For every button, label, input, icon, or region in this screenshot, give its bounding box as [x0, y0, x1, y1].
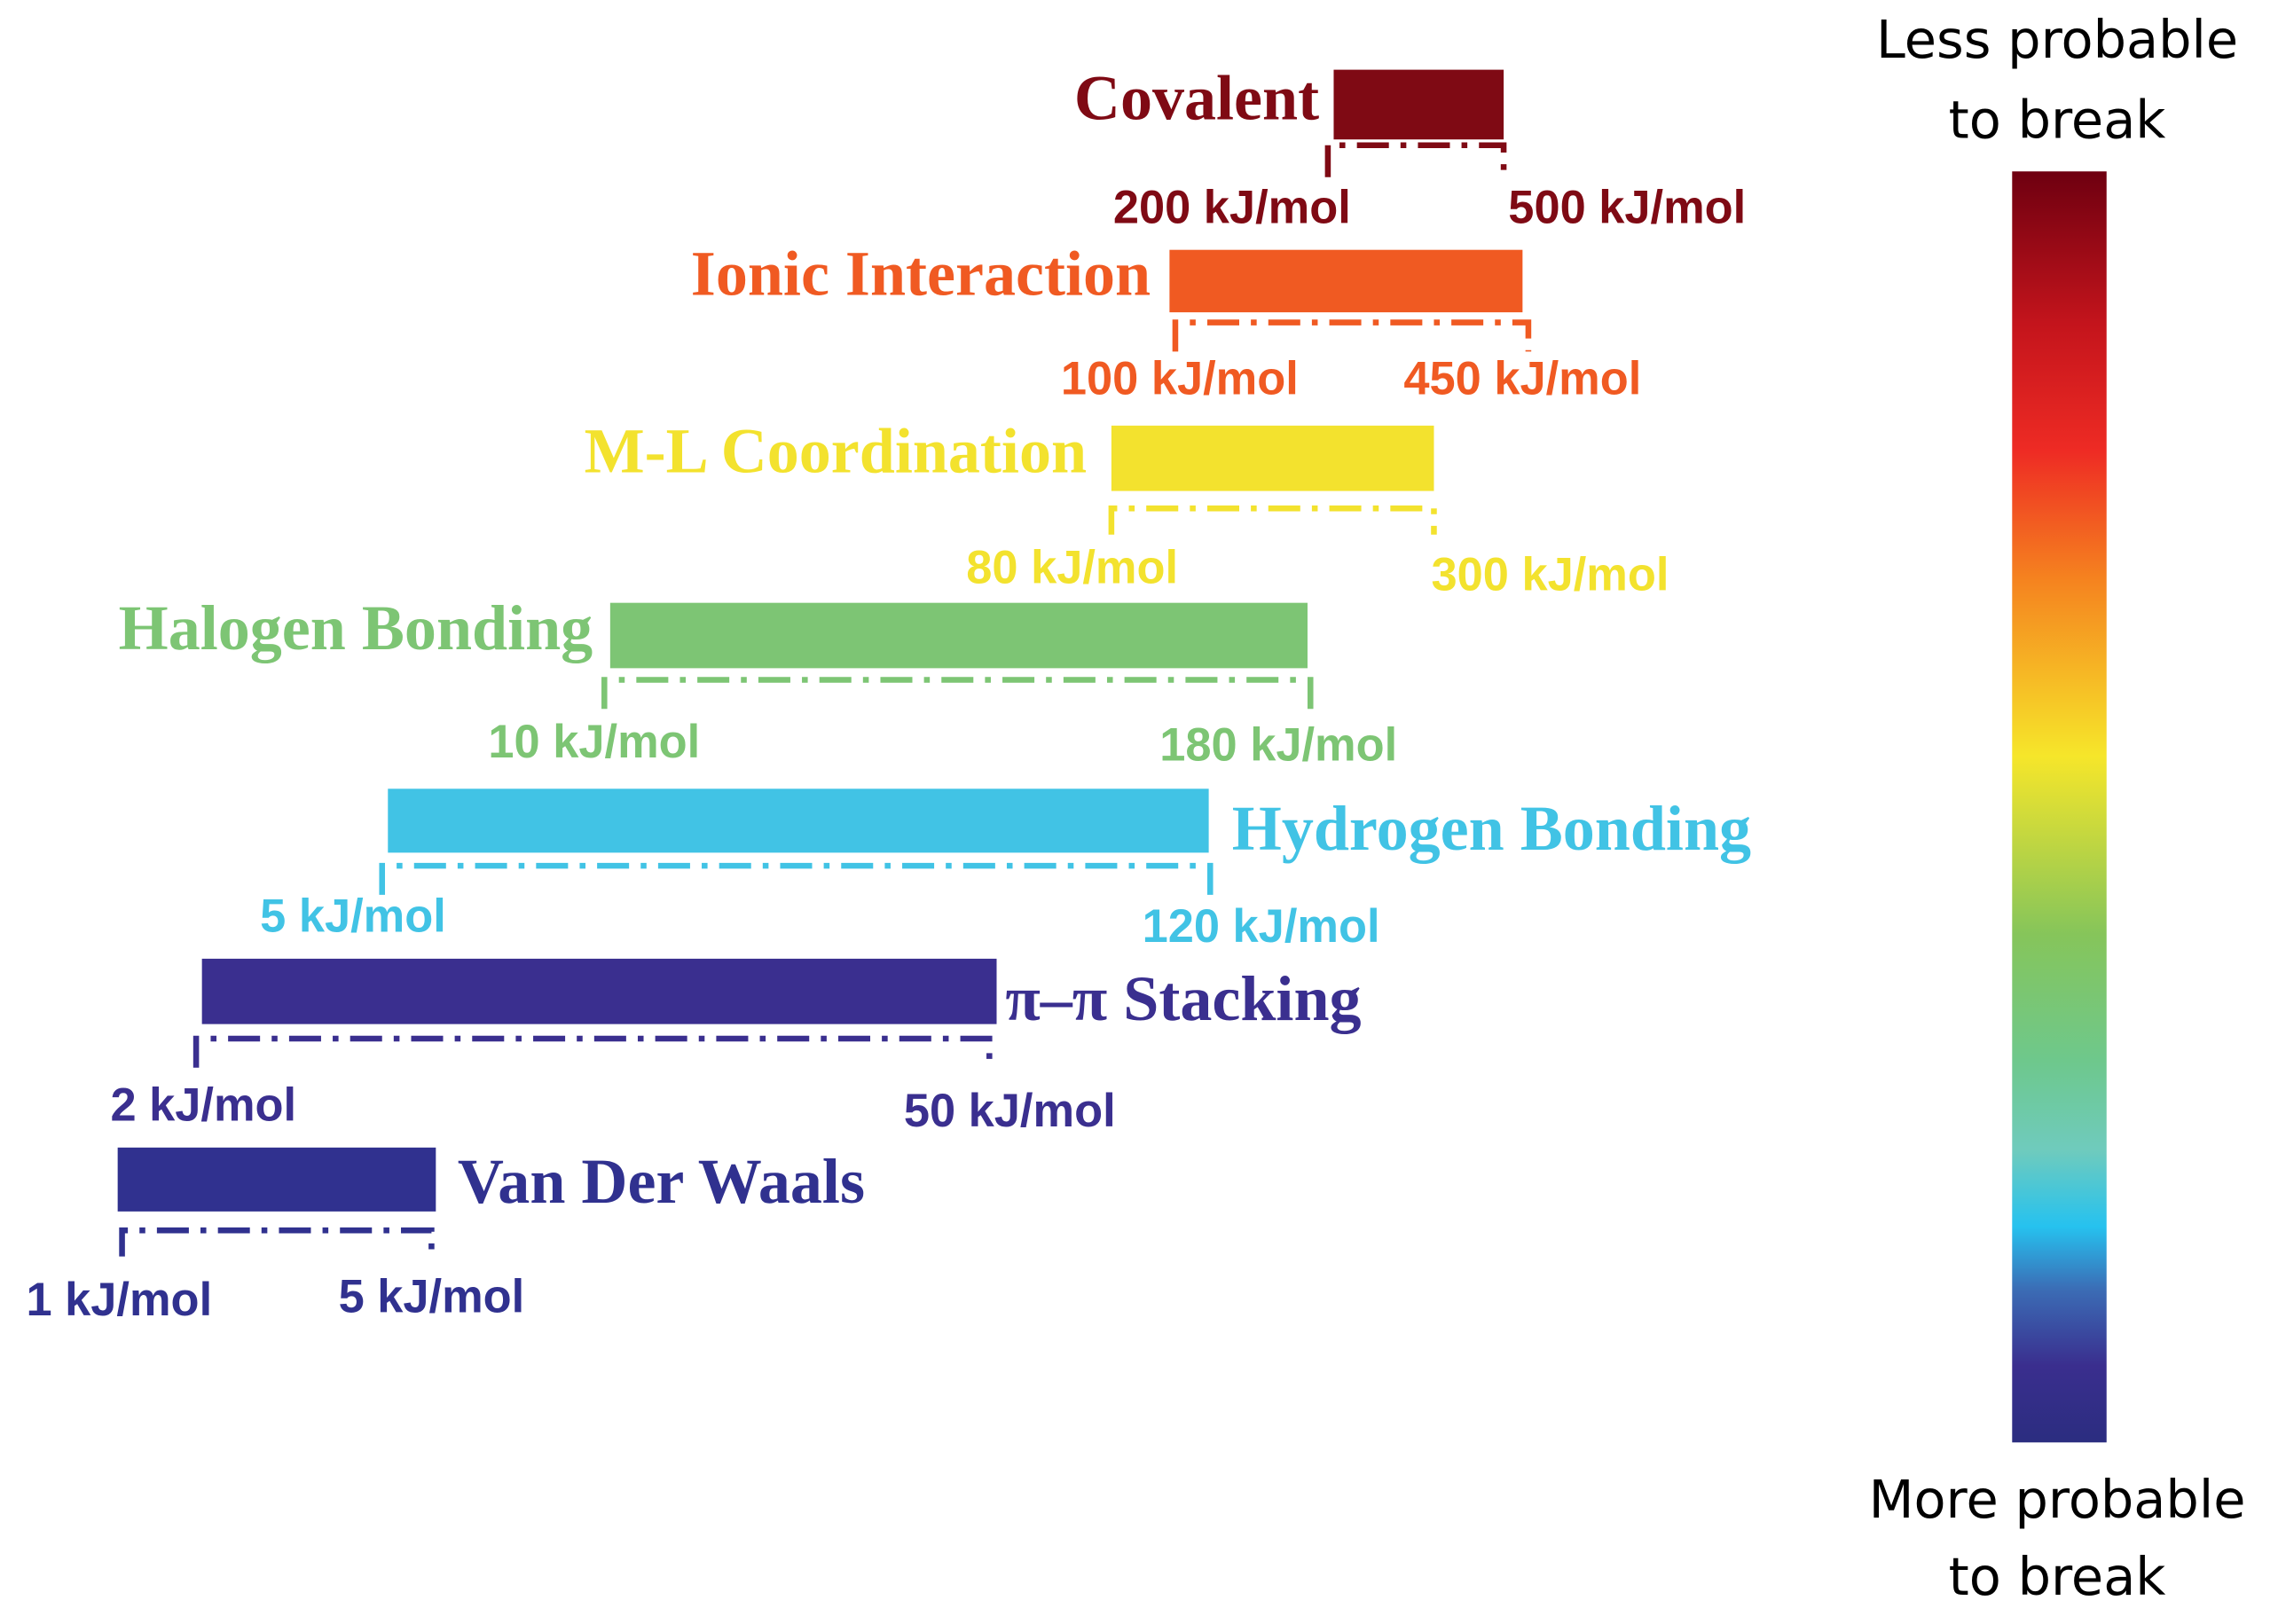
range-max: 500 kJ/mol: [1508, 182, 1746, 233]
bond-bar: [609, 602, 1308, 669]
range-bracket: [192, 1035, 993, 1068]
range-bracket: [601, 677, 1314, 710]
colorbar: [2012, 171, 2107, 1443]
colorbar-top-label: to break: [1949, 89, 2166, 150]
range-min: 80 kJ/mol: [966, 542, 1178, 593]
range-bracket: [1108, 505, 1437, 535]
range-max: 120 kJ/mol: [1143, 901, 1380, 953]
range-max: 300 kJ/mol: [1432, 550, 1669, 601]
bond-bar: [388, 788, 1209, 853]
bond-bar: [117, 1147, 436, 1212]
range-bracket: [1172, 319, 1532, 352]
range-bracket: [1324, 142, 1507, 177]
bond-name: π–π Stacking: [1005, 963, 1361, 1034]
range-max: 450 kJ/mol: [1403, 354, 1641, 405]
bond-name: Hydrogen Bonding: [1232, 793, 1751, 864]
colorbar-top-label: Less probable: [1876, 9, 2238, 70]
bond-name: Covalent: [1074, 62, 1319, 133]
range-max: 5 kJ/mol: [339, 1272, 525, 1323]
range-max: 50 kJ/mol: [904, 1086, 1116, 1137]
range-max: 180 kJ/mol: [1159, 719, 1397, 771]
bond-name: Van Der Waals: [458, 1146, 865, 1217]
range-min: 200 kJ/mol: [1113, 182, 1351, 233]
bond-bar: [1333, 69, 1504, 140]
range-min: 1 kJ/mol: [26, 1275, 212, 1326]
bond-bar: [1169, 249, 1523, 313]
range-bracket: [379, 862, 1214, 895]
range-min: 5 kJ/mol: [260, 891, 446, 943]
range-bracket: [119, 1227, 435, 1257]
bond-name: M-L Coordination: [585, 415, 1087, 486]
range-min: 100 kJ/mol: [1061, 354, 1299, 405]
bond-name: Halogen Bonding: [119, 592, 593, 663]
range-min: 2 kJ/mol: [110, 1079, 296, 1131]
bond-name: Ionic Interaction: [691, 239, 1151, 310]
range-min: 10 kJ/mol: [488, 717, 700, 768]
colorbar-bottom-label: to break: [1949, 1546, 2166, 1607]
bond-bar: [201, 958, 997, 1024]
colorbar-bottom-label: More probable: [1869, 1469, 2246, 1530]
bond-bar: [1111, 425, 1434, 491]
